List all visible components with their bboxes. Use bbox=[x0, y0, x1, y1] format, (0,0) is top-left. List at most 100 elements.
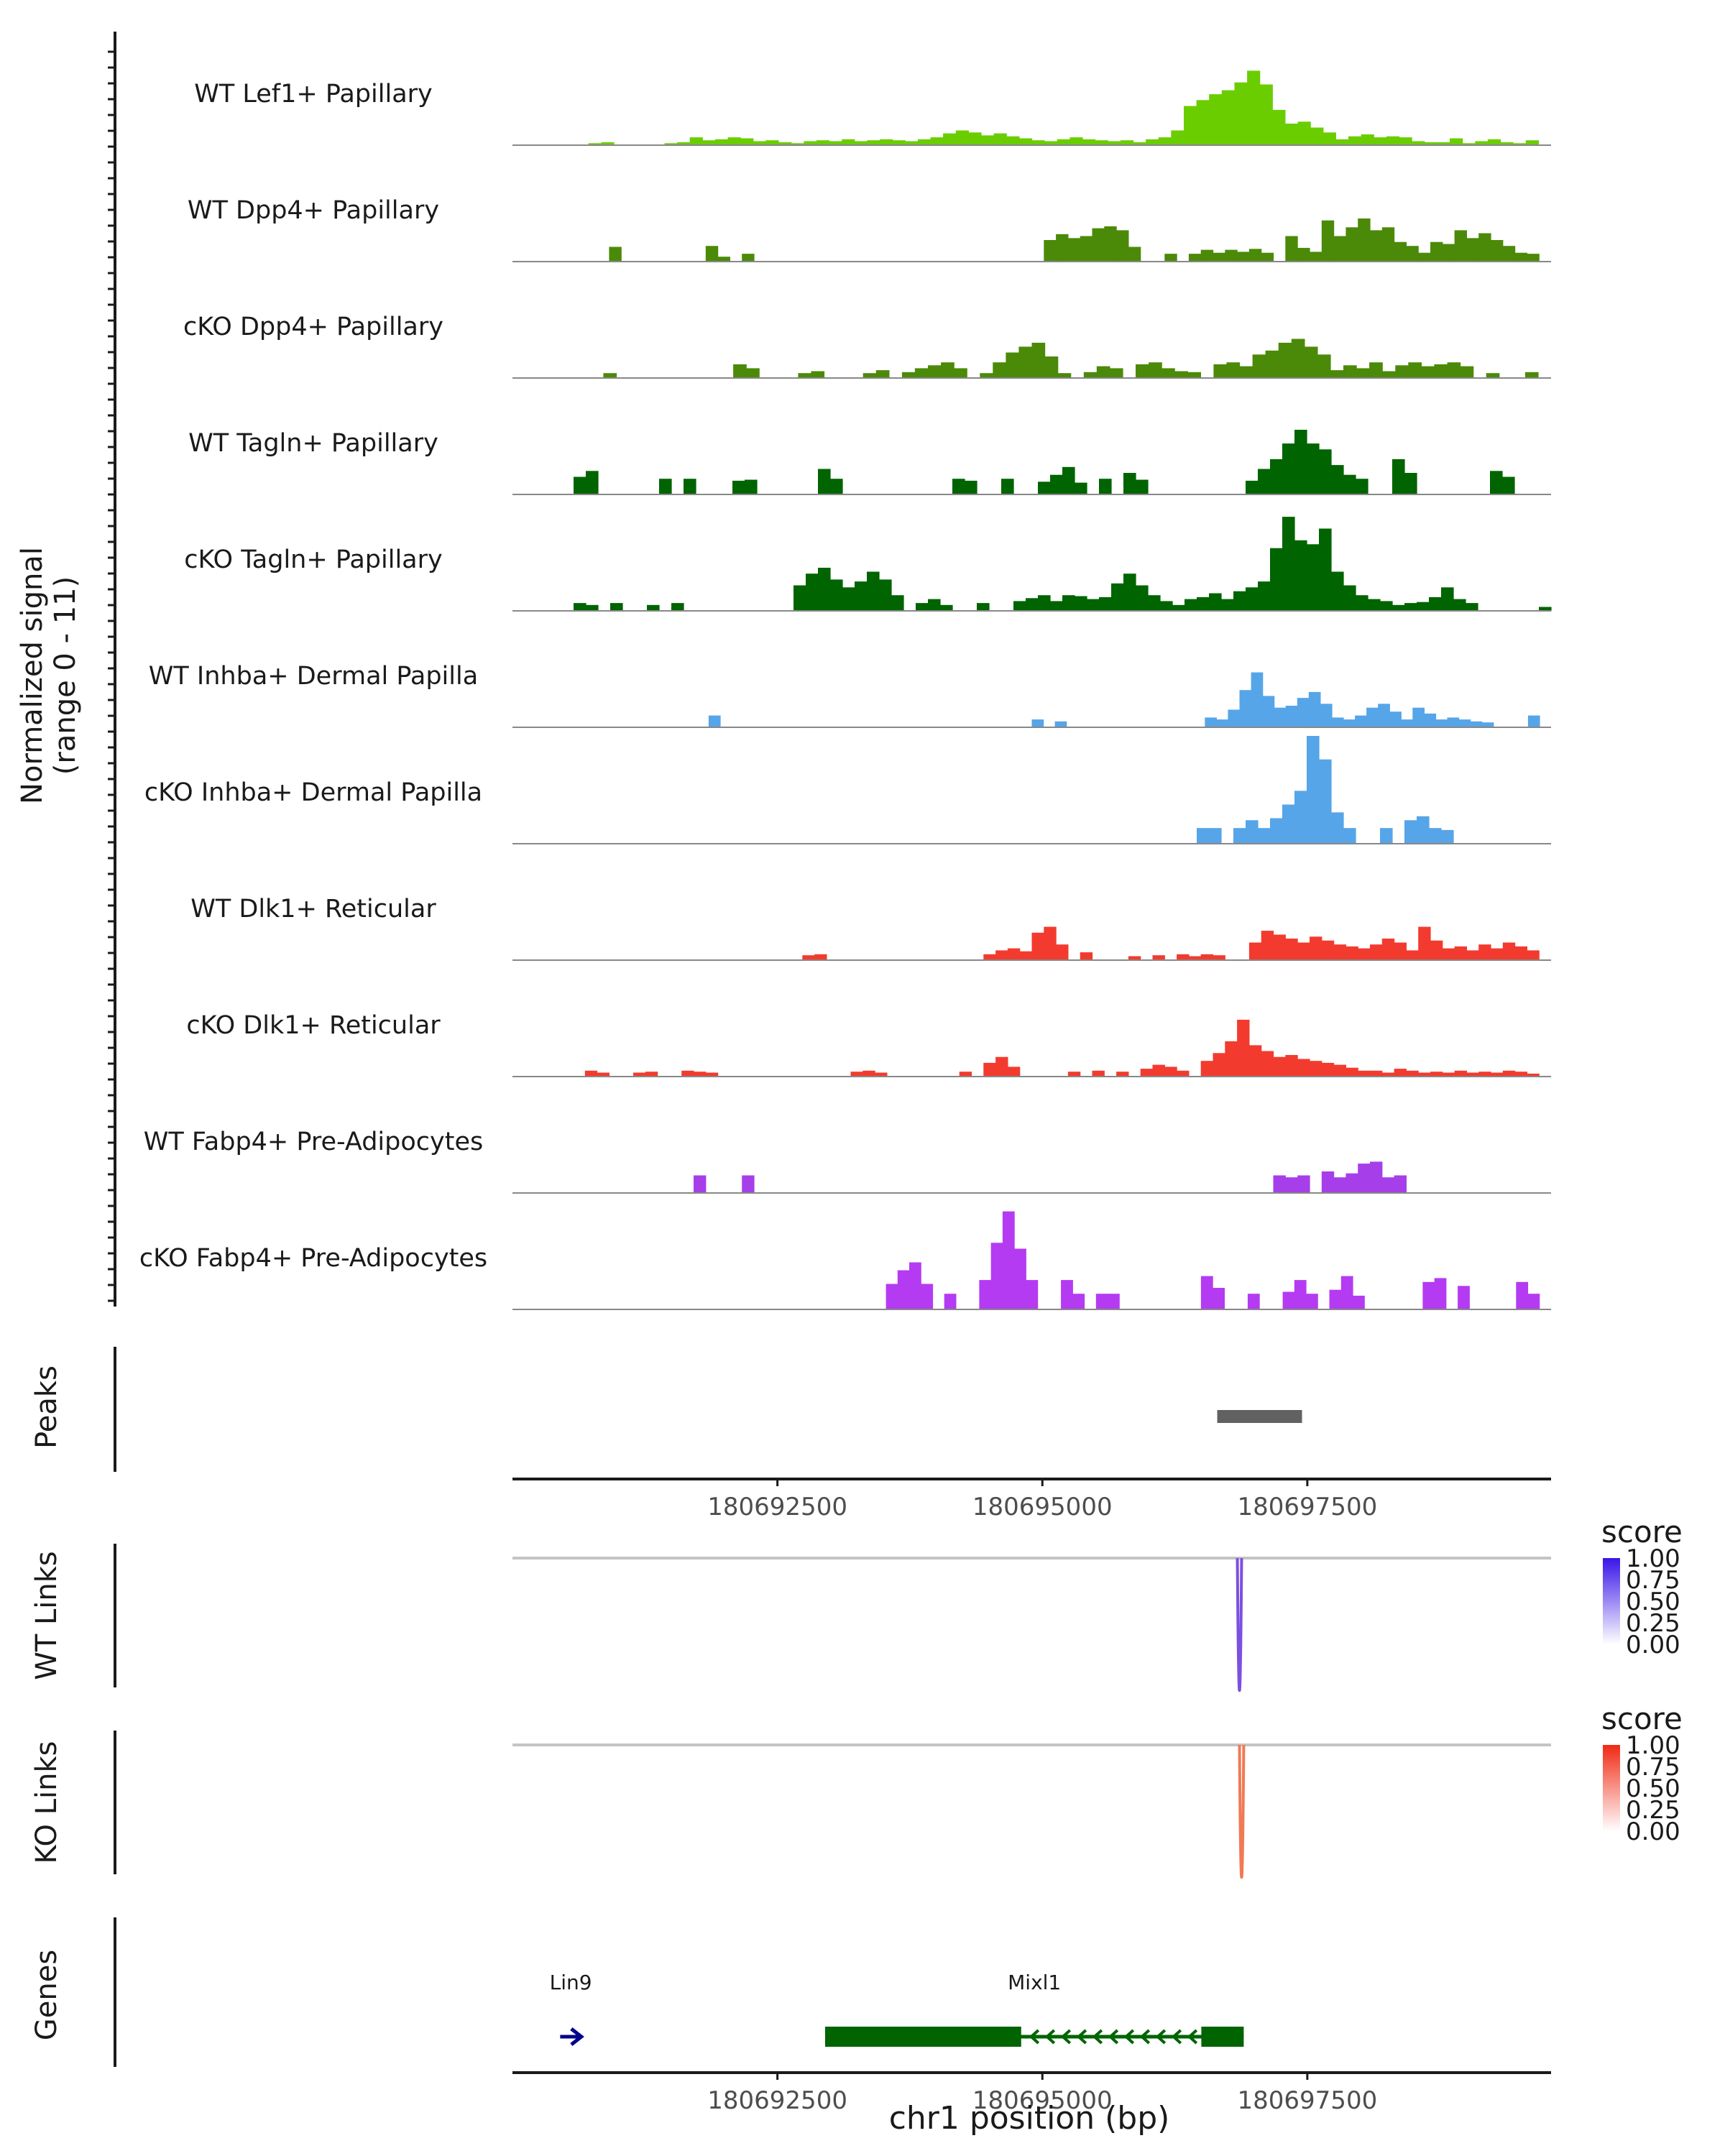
signal-bin bbox=[995, 950, 1008, 960]
ko-links-ylabel: KO Links bbox=[30, 1741, 63, 1864]
signal-bin bbox=[1502, 476, 1515, 494]
signal-bin bbox=[943, 133, 957, 145]
signal-bin bbox=[1116, 230, 1129, 262]
signal-bin bbox=[818, 568, 831, 611]
signal-bin bbox=[1057, 373, 1072, 378]
signal-bin bbox=[1164, 1067, 1177, 1077]
signal-bin bbox=[1310, 936, 1322, 960]
signal-bin bbox=[1247, 70, 1261, 145]
signal-bin bbox=[954, 368, 967, 378]
signal-bin bbox=[1462, 143, 1476, 145]
strand-chevron bbox=[1108, 2029, 1119, 2045]
signal-bin bbox=[1406, 950, 1419, 960]
legend-tick-label: 0.75 bbox=[1626, 1566, 1680, 1595]
signal-bin bbox=[1261, 931, 1274, 960]
signal-bin bbox=[1273, 1056, 1286, 1077]
signal-bin bbox=[1434, 364, 1448, 378]
signal-bin bbox=[1108, 141, 1121, 145]
track-label: WT Lef1+ Papillary bbox=[194, 80, 433, 109]
signal-bin bbox=[681, 1070, 694, 1077]
signal-bin bbox=[1067, 1072, 1081, 1077]
peaks-ylabel: Peaks bbox=[30, 1365, 63, 1449]
strand-chevron bbox=[1060, 2029, 1072, 2045]
signal-bin bbox=[914, 368, 929, 378]
signal-bin bbox=[742, 254, 755, 262]
signal-bin bbox=[1297, 121, 1311, 145]
signal-bin bbox=[1067, 238, 1081, 262]
signal-bin bbox=[1406, 246, 1419, 262]
signal-bin bbox=[684, 479, 696, 494]
signal-bin bbox=[1233, 591, 1246, 611]
signal-bin bbox=[1321, 940, 1335, 960]
signal-bin bbox=[1343, 474, 1356, 494]
signal-bin bbox=[1343, 365, 1357, 378]
signal-bin bbox=[804, 141, 817, 145]
signal-bin bbox=[1075, 482, 1087, 494]
signal-bin bbox=[1481, 722, 1494, 727]
signal-bin bbox=[705, 246, 719, 262]
signal-bin bbox=[1062, 466, 1075, 494]
signal-bin bbox=[1285, 1177, 1298, 1193]
signal-bin bbox=[1044, 926, 1057, 960]
legend-colorbar bbox=[1603, 1745, 1620, 1831]
signal-bin bbox=[1149, 362, 1162, 378]
signal-bin bbox=[1001, 479, 1014, 494]
signal-bin bbox=[1274, 707, 1287, 727]
signal-bin bbox=[802, 955, 815, 960]
signal-bin bbox=[715, 139, 729, 145]
signal-bin bbox=[1258, 828, 1271, 844]
signal-bin bbox=[1408, 362, 1422, 378]
strand-chevron bbox=[1155, 2029, 1167, 2045]
signal-bin bbox=[1187, 372, 1201, 378]
signal-bin bbox=[1057, 139, 1070, 145]
track-6: WT Inhba+ Dermal Papilla bbox=[149, 662, 1551, 728]
signal-bin bbox=[1418, 252, 1431, 262]
signal-bin bbox=[1343, 828, 1356, 844]
wt-links-track bbox=[512, 1557, 1551, 1692]
signal-bin bbox=[1343, 719, 1356, 727]
signal-bin bbox=[798, 373, 812, 378]
signal-bin bbox=[1273, 1175, 1286, 1193]
signal-bin bbox=[1514, 1072, 1527, 1077]
signal-bin bbox=[891, 595, 904, 611]
signal-bin bbox=[901, 372, 916, 378]
signal-bin bbox=[1514, 946, 1527, 960]
signal-bin bbox=[1213, 1053, 1225, 1077]
signal-bin bbox=[791, 143, 804, 145]
strand-chevron bbox=[1171, 2029, 1182, 2045]
signal-bin bbox=[633, 1072, 646, 1077]
signal-bin bbox=[1123, 573, 1136, 611]
signal-bin bbox=[1262, 696, 1275, 727]
signal-bin bbox=[830, 579, 843, 611]
x-axis-title: chr1 position (bp) bbox=[889, 2100, 1170, 2137]
signal-bin bbox=[1333, 1177, 1346, 1193]
signal-bin bbox=[1329, 1289, 1342, 1309]
signal-bin bbox=[1184, 599, 1197, 611]
signal-bin bbox=[968, 132, 982, 145]
signal-bin bbox=[1321, 1062, 1335, 1077]
signal-bin bbox=[1458, 719, 1471, 727]
signal-bin bbox=[1478, 233, 1491, 262]
signal-bin bbox=[1401, 719, 1413, 727]
peak-region bbox=[1217, 1410, 1302, 1423]
signal-bin bbox=[1160, 601, 1173, 611]
signal-bin bbox=[1527, 1073, 1540, 1077]
signal-bin bbox=[1442, 244, 1455, 262]
track-label: WT Tagln+ Papillary bbox=[188, 429, 438, 458]
signal-bin bbox=[1394, 942, 1407, 960]
signal-bin bbox=[1284, 124, 1299, 145]
signal-bin bbox=[609, 247, 622, 262]
signal-bin bbox=[1335, 139, 1349, 145]
signal-bin bbox=[1251, 672, 1264, 727]
track-8: WT Dlk1+ Reticular bbox=[190, 895, 1551, 961]
signal-bin bbox=[1213, 1288, 1225, 1309]
signal-bin bbox=[977, 603, 990, 611]
signal-bin bbox=[830, 479, 843, 494]
signal-bin bbox=[1380, 601, 1393, 611]
signal-bin bbox=[1140, 1069, 1154, 1077]
signal-bin bbox=[745, 479, 758, 494]
signal-bin bbox=[1331, 717, 1344, 727]
signal-bin bbox=[1026, 1280, 1039, 1309]
